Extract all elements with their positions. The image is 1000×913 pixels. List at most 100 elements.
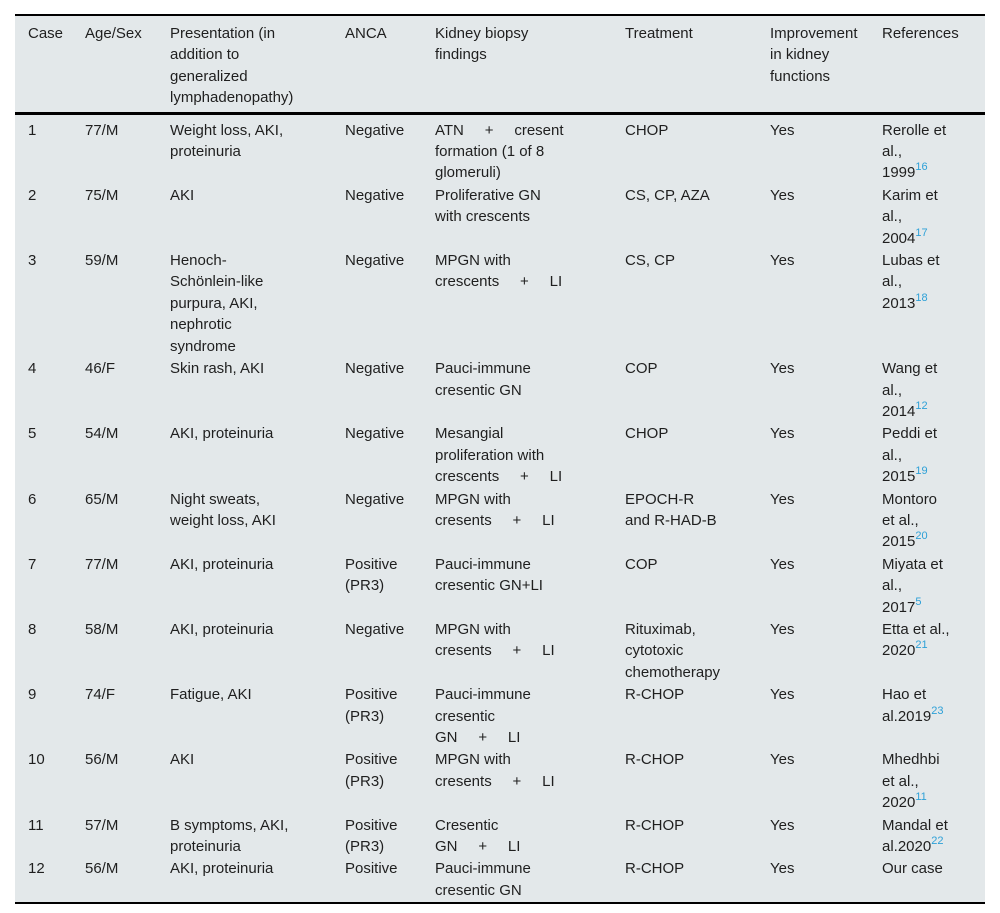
- cell-biopsy: ATN + cresent formation (1 of 8 glomerul…: [435, 121, 564, 182]
- cell-reference: Wang et al., 201412: [882, 358, 985, 423]
- cell-anca: Positive: [345, 860, 398, 878]
- citation-link[interactable]: 16: [915, 161, 928, 174]
- header-cell-treatment: Treatment: [625, 15, 770, 115]
- cell-age_sex: 54/M: [85, 425, 119, 443]
- reference-text: Wang et al., 2014: [882, 360, 938, 420]
- table-body: 1 77/M Weight loss, AKI, proteinuria Negati…: [15, 113, 985, 903]
- cell-case_no: 3: [28, 252, 37, 270]
- cell-case_no: 1: [28, 121, 37, 139]
- table-row: 4 46/F Skin rash, AKI Negative Pauci-immune …: [15, 358, 985, 423]
- citation-link[interactable]: 12: [915, 399, 928, 412]
- cell-treatment: COP: [625, 360, 658, 378]
- header-cell-improvement: Improvement in kidney functions: [770, 15, 882, 115]
- table-row: 12 56/M AKI, proteinuria Positive Pauci-immu…: [15, 858, 985, 903]
- cell-presentation: Skin rash, AKI: [170, 360, 265, 378]
- cell-age_sex: 77/M: [85, 555, 119, 573]
- reference-text: Our case: [882, 860, 943, 878]
- cell-biopsy: Proliferative GN with crescents: [435, 186, 541, 226]
- cell-anca: Negative: [345, 490, 405, 508]
- cell-age_sex: 59/M: [85, 252, 119, 270]
- cell-anca: Negative: [345, 360, 405, 378]
- cell-biopsy: MPGN with crescents + LI: [435, 252, 563, 291]
- reference-text: Karim et al., 2004: [882, 186, 938, 247]
- cell-biopsy: Pauci-immune cresentic GN + LI: [435, 686, 531, 746]
- citation-link[interactable]: 20: [915, 530, 928, 543]
- cell-treatment: R-CHOP: [625, 816, 685, 834]
- cell-treatment: COP: [625, 555, 658, 573]
- cell-anca: Positive (PR3): [345, 555, 398, 595]
- cell-improvement: Yes: [770, 252, 795, 270]
- cell-case_no: 10: [28, 751, 45, 769]
- cell-presentation: AKI, proteinuria: [170, 620, 274, 638]
- cell-improvement: Yes: [770, 620, 795, 638]
- table-header: Case Age/Sex Presentation (in addition to …: [15, 15, 985, 115]
- cell-biopsy: Cresentic GN + LI: [435, 816, 521, 856]
- table-row: 7 77/M AKI, proteinuria Positive (PR3) Pauci…: [15, 554, 985, 619]
- cell-reference: Hao et al.201923: [882, 684, 985, 749]
- cell-reference: Mhedhbi et al., 202011: [882, 749, 985, 814]
- table-row: 2 75/M AKI Negative Proliferative GN with cr…: [15, 185, 985, 250]
- cell-age_sex: 56/M: [85, 860, 119, 878]
- cell-reference: Etta et al., 202021: [882, 619, 985, 684]
- cell-presentation: AKI, proteinuria: [170, 555, 274, 573]
- cell-improvement: Yes: [770, 751, 795, 769]
- cell-case_no: 11: [28, 816, 44, 834]
- cell-improvement: Yes: [770, 686, 795, 704]
- table-row: 1 77/M Weight loss, AKI, proteinuria Negati…: [15, 113, 985, 185]
- cell-age_sex: 74/F: [85, 686, 116, 704]
- cell-anca: Positive (PR3): [345, 816, 398, 856]
- cell-case_no: 6: [28, 490, 37, 508]
- citation-link[interactable]: 18: [915, 291, 928, 304]
- reference-text: Etta et al., 2020: [882, 620, 950, 660]
- cell-age_sex: 65/M: [85, 490, 119, 508]
- header-cell-presentation: Presentation (in addition to generalized…: [170, 15, 345, 115]
- citation-link[interactable]: 22: [931, 835, 944, 848]
- reference-text: Miyata et al., 2017: [882, 555, 943, 616]
- cell-biopsy: MPGN with cresents + LI: [435, 490, 555, 529]
- cell-reference: Our case: [882, 858, 985, 903]
- cell-reference: Lubas et al., 201318: [882, 250, 985, 358]
- cell-age_sex: 57/M: [85, 816, 119, 834]
- cell-improvement: Yes: [770, 816, 795, 834]
- citation-link[interactable]: 5: [915, 595, 922, 608]
- cell-biopsy: Pauci-immune cresentic GN: [435, 860, 531, 899]
- cell-improvement: Yes: [770, 490, 795, 508]
- cell-reference: Mandal et al.202022: [882, 815, 985, 859]
- header-cell-case_no: Case: [15, 15, 85, 115]
- citation-link[interactable]: 17: [915, 226, 928, 239]
- cell-treatment: CS, CP: [625, 252, 676, 270]
- citation-link[interactable]: 23: [931, 704, 944, 717]
- citation-link[interactable]: 11: [915, 791, 927, 804]
- cell-presentation: Henoch- Schönlein-like purpura, AKI, nep…: [170, 252, 264, 355]
- citation-link[interactable]: 19: [915, 465, 928, 478]
- cell-reference: Rerolle et al., 199916: [882, 113, 985, 185]
- cell-improvement: Yes: [770, 360, 795, 378]
- header-cell-age_sex: Age/Sex: [85, 15, 170, 115]
- table-row: 8 58/M AKI, proteinuria Negative MPGN with c…: [15, 619, 985, 684]
- cell-age_sex: 77/M: [85, 121, 119, 139]
- cell-reference: Montoro et al., 201520: [882, 489, 985, 554]
- citation-link[interactable]: 21: [915, 639, 928, 652]
- cell-treatment: Rituximab, cytotoxic chemotherapy: [625, 620, 721, 681]
- cell-presentation: B symptoms, AKI, proteinuria: [170, 816, 289, 856]
- cell-improvement: Yes: [770, 186, 795, 204]
- cell-anca: Negative: [345, 186, 405, 204]
- cell-treatment: CHOP: [625, 425, 669, 443]
- cell-case_no: 7: [28, 555, 37, 573]
- table-row: 10 56/M AKI Positive (PR3) MPGN with cresent…: [15, 749, 985, 814]
- cell-biopsy: MPGN with cresents + LI: [435, 620, 555, 660]
- reference-text: Mandal et al.2020: [882, 816, 948, 856]
- cell-anca: Negative: [345, 620, 405, 638]
- cell-presentation: Weight loss, AKI, proteinuria: [170, 121, 284, 161]
- cell-case_no: 9: [28, 686, 37, 704]
- cell-biopsy: MPGN with cresents + LI: [435, 751, 555, 790]
- table-row: 6 65/M Night sweats, weight loss, AKI Negat…: [15, 489, 985, 554]
- cell-presentation: AKI, proteinuria: [170, 860, 274, 878]
- cell-biopsy: Pauci-immune cresentic GN+LI: [435, 555, 543, 595]
- cell-case_no: 8: [28, 620, 37, 638]
- table-row: 11 57/M B symptoms, AKI, proteinuria Positi…: [15, 815, 985, 859]
- header-row: Case Age/Sex Presentation (in addition to …: [15, 15, 985, 115]
- cell-anca: Negative: [345, 425, 405, 443]
- cell-improvement: Yes: [770, 121, 795, 139]
- cell-age_sex: 46/F: [85, 360, 116, 378]
